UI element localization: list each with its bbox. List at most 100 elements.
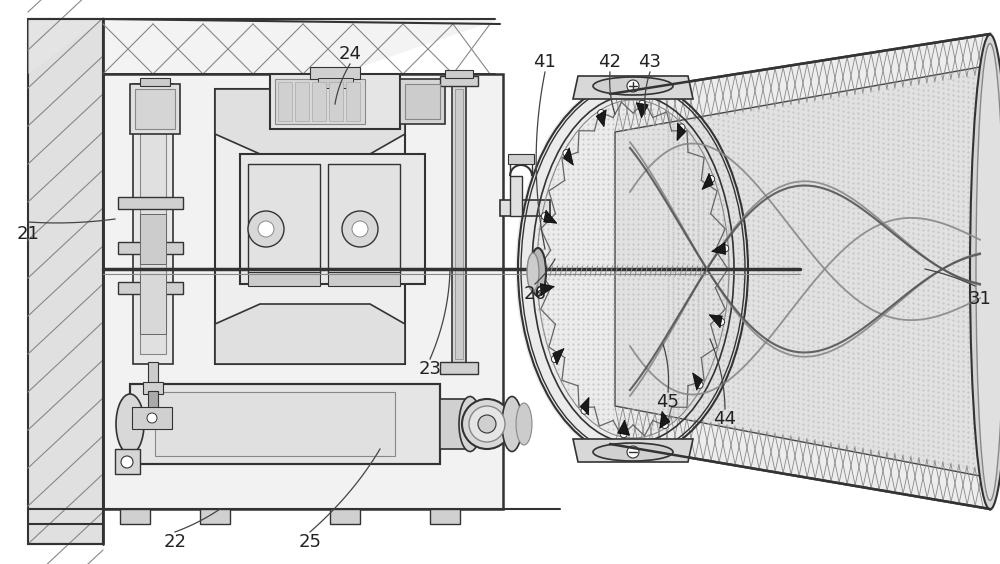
Bar <box>440 399 470 449</box>
Circle shape <box>541 213 548 219</box>
Bar <box>310 67 360 79</box>
Ellipse shape <box>469 406 505 442</box>
Bar <box>135 89 175 129</box>
Ellipse shape <box>970 34 1000 509</box>
Bar <box>445 70 473 78</box>
Bar <box>455 89 463 359</box>
Circle shape <box>627 446 639 458</box>
Polygon shape <box>610 34 990 509</box>
Polygon shape <box>540 284 554 296</box>
Bar <box>500 200 550 216</box>
Circle shape <box>722 245 729 252</box>
Circle shape <box>288 172 332 216</box>
Ellipse shape <box>593 77 673 95</box>
Polygon shape <box>553 349 564 365</box>
Text: 25: 25 <box>298 533 322 551</box>
Circle shape <box>248 211 284 247</box>
Circle shape <box>627 80 639 92</box>
Bar <box>329 82 343 121</box>
Text: 24: 24 <box>338 45 362 63</box>
Circle shape <box>121 456 133 468</box>
Ellipse shape <box>527 253 539 291</box>
Ellipse shape <box>116 394 144 454</box>
Text: 31: 31 <box>969 290 991 308</box>
Text: 22: 22 <box>164 533 186 551</box>
Ellipse shape <box>462 399 512 449</box>
Bar <box>405 84 440 119</box>
Bar <box>440 76 478 86</box>
Polygon shape <box>615 67 980 476</box>
Circle shape <box>342 211 378 247</box>
Bar <box>140 78 170 86</box>
Polygon shape <box>693 373 702 390</box>
Circle shape <box>678 124 685 131</box>
Circle shape <box>708 175 715 183</box>
Bar <box>133 84 173 364</box>
Bar <box>130 384 440 464</box>
Text: 23: 23 <box>418 360 442 378</box>
Ellipse shape <box>976 43 1000 500</box>
Bar <box>130 384 440 464</box>
Text: 43: 43 <box>639 53 662 71</box>
Bar <box>132 407 172 429</box>
Bar <box>312 82 326 121</box>
Ellipse shape <box>502 396 522 452</box>
Ellipse shape <box>516 78 750 460</box>
Bar <box>510 176 522 216</box>
Circle shape <box>551 355 558 363</box>
Bar <box>148 391 158 409</box>
Circle shape <box>537 286 544 293</box>
Circle shape <box>581 407 588 414</box>
Ellipse shape <box>478 415 496 433</box>
Text: 21: 21 <box>17 225 39 243</box>
Polygon shape <box>580 398 589 415</box>
Bar <box>508 154 534 164</box>
Bar <box>140 274 166 334</box>
Bar <box>452 84 466 364</box>
Circle shape <box>258 221 274 237</box>
Circle shape <box>696 381 703 389</box>
Ellipse shape <box>516 403 532 445</box>
Bar <box>430 509 460 524</box>
Bar <box>140 94 166 354</box>
Polygon shape <box>677 123 686 140</box>
Polygon shape <box>215 89 405 154</box>
Polygon shape <box>28 19 500 74</box>
Bar <box>328 164 400 274</box>
Bar <box>148 362 158 384</box>
Text: 26: 26 <box>524 285 546 303</box>
Bar <box>440 362 478 374</box>
Text: 44: 44 <box>714 410 736 428</box>
Circle shape <box>661 421 668 429</box>
Polygon shape <box>215 304 405 364</box>
Bar <box>318 78 353 88</box>
Circle shape <box>718 319 725 325</box>
Polygon shape <box>702 173 713 190</box>
Bar <box>143 382 163 394</box>
Bar <box>240 154 425 284</box>
Ellipse shape <box>530 248 546 296</box>
Bar <box>346 82 360 121</box>
Polygon shape <box>573 76 693 99</box>
Bar <box>248 164 320 274</box>
Bar <box>120 509 150 524</box>
Bar <box>200 509 230 524</box>
Circle shape <box>598 109 605 117</box>
Bar <box>275 79 365 124</box>
Circle shape <box>563 149 570 157</box>
Polygon shape <box>28 19 103 544</box>
Polygon shape <box>544 210 557 223</box>
Polygon shape <box>596 110 606 127</box>
Bar <box>330 509 360 524</box>
Polygon shape <box>618 420 630 435</box>
Bar <box>248 272 320 286</box>
Polygon shape <box>636 103 648 118</box>
Text: 41: 41 <box>534 53 556 71</box>
Text: 42: 42 <box>598 53 622 71</box>
Circle shape <box>352 221 368 237</box>
Bar <box>295 82 309 121</box>
Bar <box>118 242 183 254</box>
Bar <box>278 82 292 121</box>
Polygon shape <box>573 439 693 462</box>
Circle shape <box>639 100 646 107</box>
